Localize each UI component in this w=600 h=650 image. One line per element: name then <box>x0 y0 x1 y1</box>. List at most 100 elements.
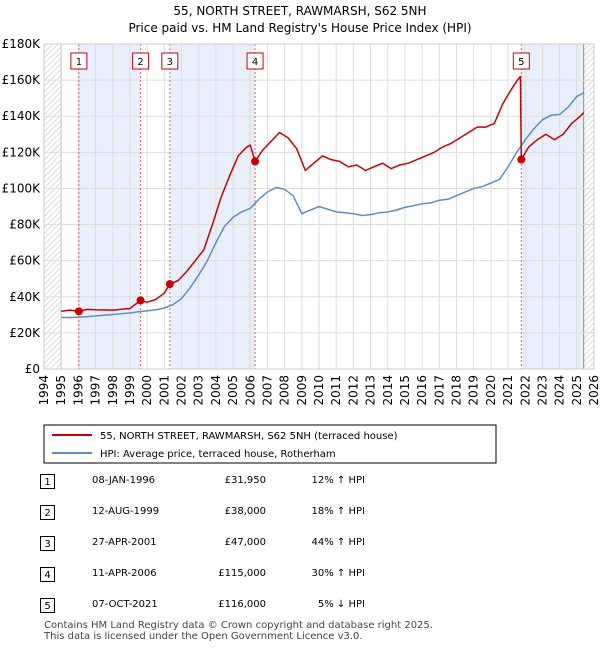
sale-point <box>251 157 260 166</box>
copyright-notice: Contains HM Land Registry data © Crown c… <box>44 620 433 631</box>
x-tick-label: 1994 <box>37 375 51 406</box>
x-tick-label: 2008 <box>278 375 292 406</box>
sale-number-box <box>132 52 150 70</box>
x-tick-label: 2025 <box>570 375 584 406</box>
x-tick-label: 2026 <box>587 375 600 406</box>
sale-number-badge: 4 <box>40 567 55 582</box>
sale-date: 11-APR-2006 <box>92 568 157 579</box>
table-row: 2 12-AUG-1999 £38,000 18% ↑ HPI <box>40 501 560 532</box>
chart-subtitle: Price paid vs. HM Land Registry's House … <box>128 21 471 35</box>
sale-number-box <box>246 52 264 70</box>
hpi-series-line <box>61 92 585 319</box>
x-tick-label: 2024 <box>553 375 567 406</box>
sale-number-label: 1 <box>76 57 82 68</box>
x-tick-label: 2022 <box>518 375 532 406</box>
table-row: 4 11-APR-2006 £115,000 30% ↑ HPI <box>40 563 560 594</box>
footer: Contains HM Land Registry data © Crown c… <box>44 620 433 642</box>
x-tick-label: 1998 <box>106 375 120 406</box>
sale-hpi-change: 30% ↑ HPI <box>311 568 365 579</box>
y-tick-label: £80K <box>9 218 41 232</box>
sale-hpi-change: 12% ↑ HPI <box>311 475 365 486</box>
sale-date: 27-APR-2001 <box>92 537 157 548</box>
sale-number-box <box>70 52 88 70</box>
x-tick-label: 1995 <box>54 375 68 406</box>
y-tick-label: £140K <box>2 109 42 123</box>
sale-number-badge: 1 <box>40 474 55 489</box>
sale-price: £47,000 <box>224 537 266 548</box>
hatched-region-end <box>583 44 594 369</box>
sale-number-badge: 5 <box>40 598 55 613</box>
legend-label-property: 55, NORTH STREET, RAWMARSH, S62 5NH (ter… <box>100 431 398 442</box>
sale-point <box>165 280 174 289</box>
y-tick-label: £120K <box>2 145 42 159</box>
property-series-line <box>61 75 585 313</box>
x-tick-label: 2001 <box>157 375 171 406</box>
x-tick-label: 2021 <box>501 375 515 406</box>
table-row: 1 08-JAN-1996 £31,950 12% ↑ HPI <box>40 470 560 501</box>
x-tick-label: 2011 <box>329 375 343 406</box>
chart-title: 55, NORTH STREET, RAWMARSH, S62 5NH <box>173 4 426 18</box>
x-tick-label: 2007 <box>260 375 274 406</box>
sale-price: £116,000 <box>218 599 266 610</box>
sale-number-badge: 2 <box>40 505 55 520</box>
x-tick-label: 2006 <box>243 375 257 406</box>
x-tick-label: 2013 <box>364 375 378 406</box>
sale-price: £31,950 <box>224 475 266 486</box>
sale-number-badge: 3 <box>40 536 55 551</box>
y-tick-label: £180K <box>2 37 42 51</box>
ownership-shaded-span <box>521 44 584 369</box>
x-tick-label: 2010 <box>312 375 326 406</box>
ownership-shaded-span <box>78 44 141 369</box>
x-tick-label: 1996 <box>71 375 85 406</box>
x-tick-label: 2023 <box>535 375 549 406</box>
sale-number-label: 5 <box>518 57 524 68</box>
legend-box <box>43 424 497 464</box>
sale-hpi-change: 18% ↑ HPI <box>311 506 365 517</box>
x-tick-label: 2005 <box>226 375 240 406</box>
x-tick-label: 2017 <box>432 375 446 406</box>
licence-notice: This data is licensed under the Open Gov… <box>44 631 363 642</box>
sale-number-label: 2 <box>137 57 143 68</box>
y-tick-label: £160K <box>2 73 42 87</box>
x-tick-label: 2002 <box>175 375 189 406</box>
hatched-region-start <box>44 44 62 369</box>
sale-price: £38,000 <box>224 506 266 517</box>
sale-number-label: 4 <box>252 57 258 68</box>
sale-point <box>74 307 83 316</box>
x-tick-label: 2015 <box>398 375 412 406</box>
y-tick-label: £40K <box>9 290 41 304</box>
x-tick-label: 1999 <box>123 375 137 406</box>
x-tick-label: 2018 <box>450 375 464 406</box>
price-chart: 55, NORTH STREET, RAWMARSH, S62 5NH Pric… <box>2 4 600 464</box>
ownership-shaded-span <box>169 44 256 369</box>
legend: 55, NORTH STREET, RAWMARSH, S62 5NH (ter… <box>43 424 497 464</box>
plot-frame <box>43 43 595 370</box>
sale-date: 12-AUG-1999 <box>92 506 160 517</box>
x-tick-label: 2003 <box>192 375 206 406</box>
sale-point <box>136 296 145 305</box>
x-tick-label: 1997 <box>89 375 103 406</box>
sale-hpi-change: 44% ↑ HPI <box>311 537 365 548</box>
sale-number-box <box>512 52 530 70</box>
x-tick-label: 2020 <box>484 375 498 406</box>
x-tick-label: 2019 <box>467 375 481 406</box>
x-tick-label: 2004 <box>209 375 223 406</box>
sale-date: 08-JAN-1996 <box>92 475 156 486</box>
sale-hpi-change: 5% ↓ HPI <box>317 599 365 610</box>
y-tick-label: £100K <box>2 181 42 195</box>
x-tick-label: 2012 <box>346 375 360 406</box>
x-tick-label: 2014 <box>381 375 395 406</box>
y-tick-label: £20K <box>9 326 41 340</box>
table-row: 5 07-OCT-2021 £116,000 5% ↓ HPI <box>40 594 560 625</box>
x-tick-label: 2016 <box>415 375 429 406</box>
sale-point <box>517 155 526 164</box>
sale-price: £115,000 <box>218 568 266 579</box>
sale-date: 07-OCT-2021 <box>92 599 158 610</box>
sale-number-box <box>161 52 179 70</box>
legend-label-hpi: HPI: Average price, terraced house, Roth… <box>100 449 336 460</box>
x-tick-label: 2000 <box>140 375 154 406</box>
sales-table: 1 08-JAN-1996 £31,950 12% ↑ HPI 2 12-AUG… <box>40 470 560 625</box>
sale-number-label: 3 <box>167 57 173 68</box>
table-row: 3 27-APR-2001 £47,000 44% ↑ HPI <box>40 532 560 563</box>
y-tick-label: £0 <box>25 362 40 376</box>
